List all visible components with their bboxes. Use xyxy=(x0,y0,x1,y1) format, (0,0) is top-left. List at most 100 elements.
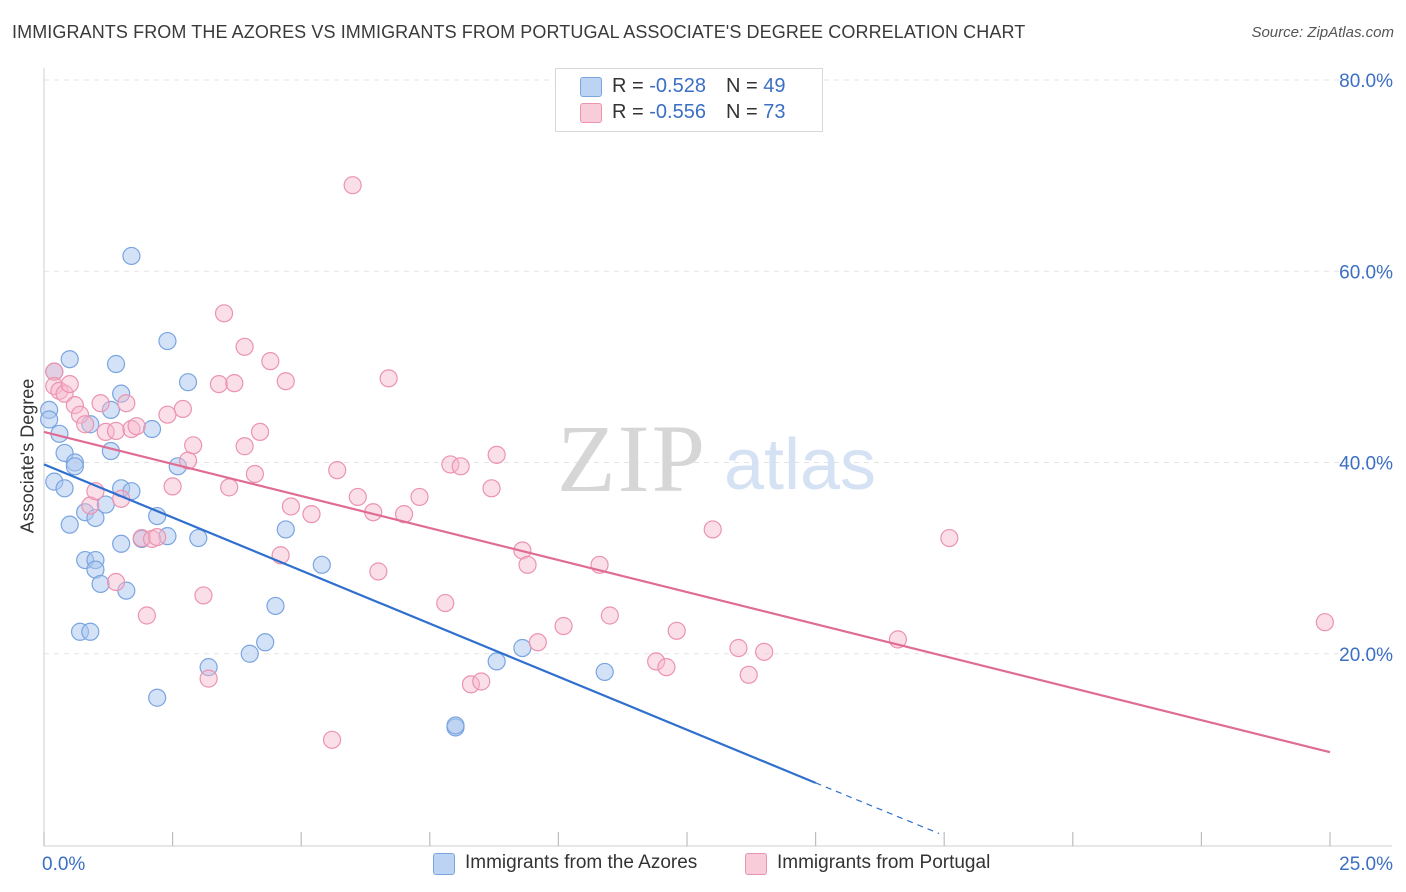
data-point-azores xyxy=(60,515,79,534)
data-point-azores xyxy=(65,457,84,476)
bottom-legend-label-azores: Immigrants from the Azores xyxy=(465,852,698,873)
watermark-atlas: atlas xyxy=(724,425,876,505)
data-point-portugal xyxy=(276,372,295,391)
data-point-azores xyxy=(106,354,126,374)
data-point-portugal xyxy=(127,417,146,436)
y-axis-label: Associate's Degree xyxy=(17,378,38,534)
data-point-portugal xyxy=(528,633,547,652)
data-point-portugal xyxy=(379,369,398,388)
data-point-portugal xyxy=(487,445,506,464)
axes xyxy=(43,68,1392,847)
data-point-portugal xyxy=(225,374,244,393)
legend-swatch-portugal xyxy=(580,103,602,123)
data-point-azores xyxy=(446,716,465,735)
data-point-portugal xyxy=(436,593,455,613)
legend-r-value: -0.528 xyxy=(649,75,706,97)
source-label: Source: ZipAtlas.com xyxy=(1251,24,1394,41)
data-point-portugal xyxy=(65,396,84,415)
data-point-portugal xyxy=(343,176,362,195)
data-point-portugal xyxy=(250,422,270,441)
data-point-portugal xyxy=(554,616,573,636)
data-point-portugal xyxy=(55,384,74,403)
trend-line-azores xyxy=(43,463,817,784)
data-point-portugal xyxy=(194,586,213,605)
data-point-azores xyxy=(266,596,285,616)
data-point-portugal xyxy=(235,337,254,356)
data-point-azores xyxy=(312,555,331,574)
data-point-portugal xyxy=(281,497,301,516)
data-point-portugal xyxy=(199,669,218,688)
data-point-portugal xyxy=(214,304,234,323)
tick-labels: 20.0% 40.0% 60.0% 80.0% 0.0% 25.0% xyxy=(42,71,1393,875)
y-tick-label: 40.0% xyxy=(1339,454,1393,475)
data-point-portugal xyxy=(137,606,156,625)
data-point-portugal xyxy=(70,405,90,424)
data-point-portugal xyxy=(729,638,748,658)
series-portugal-points xyxy=(45,176,1334,749)
data-point-portugal xyxy=(940,528,959,548)
data-point-azores xyxy=(158,331,177,351)
legend-n-value: 49 xyxy=(763,75,786,97)
data-point-portugal xyxy=(667,621,686,640)
data-point-azores xyxy=(40,410,59,429)
data-point-portugal xyxy=(600,606,619,625)
data-point-portugal xyxy=(76,415,95,434)
legend-r-label: R = xyxy=(612,75,650,97)
data-point-portugal xyxy=(657,658,676,677)
data-point-portugal xyxy=(60,374,79,394)
data-point-azores xyxy=(81,622,100,641)
data-point-portugal xyxy=(220,478,239,497)
data-point-azores xyxy=(91,574,110,594)
x-tick-label: 0.0% xyxy=(42,854,85,875)
legend-r-value: -0.556 xyxy=(649,101,706,123)
legend-n-label: N = xyxy=(725,101,764,123)
data-point-portugal xyxy=(647,652,666,671)
series-azores-points xyxy=(40,246,614,737)
data-point-azores xyxy=(148,688,167,707)
data-point-portugal xyxy=(302,505,321,524)
data-point-portugal xyxy=(755,642,774,661)
legend-text-portugal: R = -0.556 N = 73 xyxy=(612,101,785,124)
data-point-portugal xyxy=(245,464,265,484)
data-point-azores xyxy=(101,400,120,420)
data-point-portugal xyxy=(1315,613,1334,632)
data-point-portugal xyxy=(472,672,491,691)
data-point-azores xyxy=(60,350,79,369)
data-point-portugal xyxy=(148,527,167,547)
y-tick-label: 60.0% xyxy=(1339,262,1393,283)
legend-r-label: R = xyxy=(612,101,650,123)
trend-line-azores-extension xyxy=(815,782,940,835)
watermark-zip: ZIP xyxy=(557,405,707,512)
data-point-azores xyxy=(513,638,532,658)
data-point-portugal xyxy=(50,381,69,400)
legend-n-value: 73 xyxy=(763,101,786,123)
data-point-portugal xyxy=(328,461,347,480)
legend-text-azores: R = -0.528 N = 49 xyxy=(612,75,785,98)
data-point-azores xyxy=(189,528,208,548)
y-tick-label: 80.0% xyxy=(1339,71,1393,92)
data-point-portugal xyxy=(461,675,481,694)
legend-swatch-azores xyxy=(580,77,602,97)
data-point-portugal xyxy=(106,572,126,592)
data-point-portugal xyxy=(739,665,758,684)
legend: R = -0.528 N = 49 R = -0.556 N = 73 xyxy=(555,68,823,132)
chart-title: IMMIGRANTS FROM THE AZORES VS IMMIGRANTS… xyxy=(12,22,1026,42)
x-tick-label: 25.0% xyxy=(1339,854,1393,875)
data-point-portugal xyxy=(369,562,388,581)
data-point-portugal xyxy=(322,730,342,749)
y-tick-label: 20.0% xyxy=(1339,645,1393,666)
data-point-portugal xyxy=(410,487,429,507)
data-point-azores xyxy=(142,419,162,439)
data-point-azores xyxy=(487,652,506,671)
data-point-portugal xyxy=(45,362,64,381)
bottom-legend-label-portugal: Immigrants from Portugal xyxy=(777,852,991,873)
data-point-portugal xyxy=(81,496,100,515)
legend-n-label: N = xyxy=(725,75,764,97)
data-point-portugal xyxy=(173,399,192,419)
data-point-portugal xyxy=(261,352,280,371)
bottom-legend-swatch-azores xyxy=(433,853,455,875)
data-point-portugal xyxy=(106,421,126,441)
data-point-azores xyxy=(178,373,198,392)
data-point-portugal xyxy=(348,487,367,507)
